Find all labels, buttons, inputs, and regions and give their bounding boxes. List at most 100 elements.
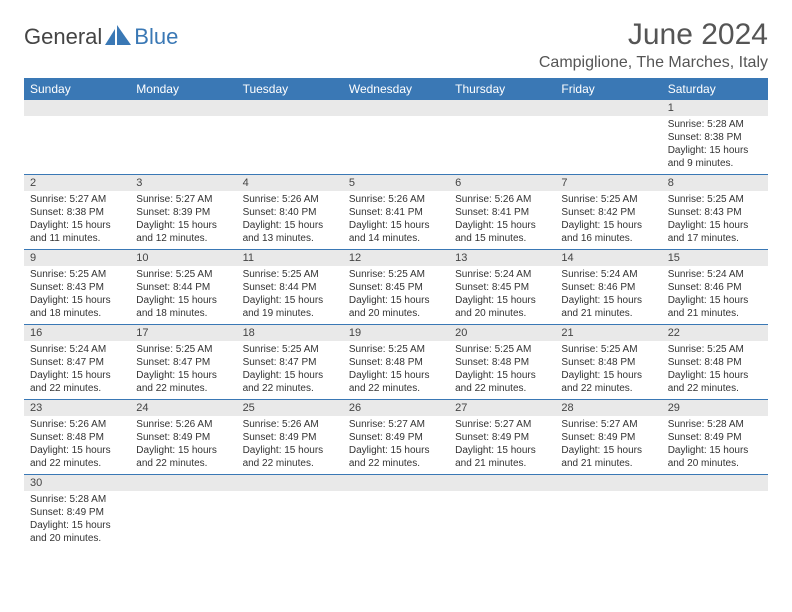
weekday-header-row: Sunday Monday Tuesday Wednesday Thursday… — [24, 78, 768, 100]
calendar-cell — [24, 100, 130, 175]
calendar-table: Sunday Monday Tuesday Wednesday Thursday… — [24, 78, 768, 549]
day-number — [24, 100, 130, 116]
calendar-cell: 30Sunrise: 5:28 AMSunset: 8:49 PMDayligh… — [24, 475, 130, 550]
calendar-cell: 7Sunrise: 5:25 AMSunset: 8:42 PMDaylight… — [555, 175, 661, 250]
day-number — [130, 100, 236, 116]
calendar-cell: 1Sunrise: 5:28 AMSunset: 8:38 PMDaylight… — [662, 100, 768, 175]
day-number: 18 — [237, 325, 343, 341]
calendar-cell — [237, 475, 343, 550]
calendar-cell — [555, 475, 661, 550]
location: Campiglione, The Marches, Italy — [539, 54, 768, 72]
day-number: 6 — [449, 175, 555, 191]
calendar-cell: 4Sunrise: 5:26 AMSunset: 8:40 PMDaylight… — [237, 175, 343, 250]
calendar-cell: 8Sunrise: 5:25 AMSunset: 8:43 PMDaylight… — [662, 175, 768, 250]
calendar-week-row: 2Sunrise: 5:27 AMSunset: 8:38 PMDaylight… — [24, 175, 768, 250]
title-block: June 2024 Campiglione, The Marches, Ital… — [539, 18, 768, 72]
day-number: 19 — [343, 325, 449, 341]
calendar-cell: 17Sunrise: 5:25 AMSunset: 8:47 PMDayligh… — [130, 325, 236, 400]
day-number: 12 — [343, 250, 449, 266]
calendar-week-row: 30Sunrise: 5:28 AMSunset: 8:49 PMDayligh… — [24, 475, 768, 550]
calendar-cell: 9Sunrise: 5:25 AMSunset: 8:43 PMDaylight… — [24, 250, 130, 325]
day-number — [130, 475, 236, 491]
day-details: Sunrise: 5:25 AMSunset: 8:43 PMDaylight:… — [662, 191, 768, 249]
day-details: Sunrise: 5:27 AMSunset: 8:49 PMDaylight:… — [449, 416, 555, 474]
logo-text-general: General — [24, 24, 102, 50]
day-number: 1 — [662, 100, 768, 116]
day-number — [662, 475, 768, 491]
calendar-cell: 24Sunrise: 5:26 AMSunset: 8:49 PMDayligh… — [130, 400, 236, 475]
month-title: June 2024 — [539, 18, 768, 52]
calendar-cell: 19Sunrise: 5:25 AMSunset: 8:48 PMDayligh… — [343, 325, 449, 400]
day-number: 10 — [130, 250, 236, 266]
day-details: Sunrise: 5:26 AMSunset: 8:48 PMDaylight:… — [24, 416, 130, 474]
day-number: 27 — [449, 400, 555, 416]
day-details: Sunrise: 5:25 AMSunset: 8:45 PMDaylight:… — [343, 266, 449, 324]
day-details: Sunrise: 5:28 AMSunset: 8:49 PMDaylight:… — [24, 491, 130, 549]
day-number: 21 — [555, 325, 661, 341]
day-number: 30 — [24, 475, 130, 491]
weekday-header: Friday — [555, 78, 661, 100]
day-number: 4 — [237, 175, 343, 191]
weekday-header: Thursday — [449, 78, 555, 100]
calendar-cell — [449, 475, 555, 550]
day-details: Sunrise: 5:25 AMSunset: 8:44 PMDaylight:… — [237, 266, 343, 324]
day-details: Sunrise: 5:27 AMSunset: 8:49 PMDaylight:… — [343, 416, 449, 474]
day-number — [343, 100, 449, 116]
day-number: 8 — [662, 175, 768, 191]
logo-sail-icon — [105, 25, 131, 45]
calendar-cell: 21Sunrise: 5:25 AMSunset: 8:48 PMDayligh… — [555, 325, 661, 400]
calendar-cell: 27Sunrise: 5:27 AMSunset: 8:49 PMDayligh… — [449, 400, 555, 475]
day-details: Sunrise: 5:25 AMSunset: 8:44 PMDaylight:… — [130, 266, 236, 324]
day-details: Sunrise: 5:25 AMSunset: 8:42 PMDaylight:… — [555, 191, 661, 249]
day-details: Sunrise: 5:27 AMSunset: 8:38 PMDaylight:… — [24, 191, 130, 249]
day-number: 16 — [24, 325, 130, 341]
day-number: 17 — [130, 325, 236, 341]
day-details: Sunrise: 5:25 AMSunset: 8:43 PMDaylight:… — [24, 266, 130, 324]
day-details: Sunrise: 5:28 AMSunset: 8:49 PMDaylight:… — [662, 416, 768, 474]
header: General Blue June 2024 Campiglione, The … — [24, 18, 768, 72]
calendar-cell: 28Sunrise: 5:27 AMSunset: 8:49 PMDayligh… — [555, 400, 661, 475]
calendar-cell — [237, 100, 343, 175]
calendar-cell — [555, 100, 661, 175]
calendar-week-row: 16Sunrise: 5:24 AMSunset: 8:47 PMDayligh… — [24, 325, 768, 400]
weekday-header: Wednesday — [343, 78, 449, 100]
calendar-week-row: 23Sunrise: 5:26 AMSunset: 8:48 PMDayligh… — [24, 400, 768, 475]
day-details: Sunrise: 5:25 AMSunset: 8:47 PMDaylight:… — [237, 341, 343, 399]
day-number: 26 — [343, 400, 449, 416]
calendar-cell: 22Sunrise: 5:25 AMSunset: 8:48 PMDayligh… — [662, 325, 768, 400]
calendar-cell: 14Sunrise: 5:24 AMSunset: 8:46 PMDayligh… — [555, 250, 661, 325]
day-number: 15 — [662, 250, 768, 266]
day-details: Sunrise: 5:25 AMSunset: 8:48 PMDaylight:… — [449, 341, 555, 399]
calendar-cell — [130, 100, 236, 175]
day-details: Sunrise: 5:25 AMSunset: 8:47 PMDaylight:… — [130, 341, 236, 399]
day-number: 5 — [343, 175, 449, 191]
calendar-cell: 13Sunrise: 5:24 AMSunset: 8:45 PMDayligh… — [449, 250, 555, 325]
day-number: 14 — [555, 250, 661, 266]
day-details: Sunrise: 5:24 AMSunset: 8:46 PMDaylight:… — [555, 266, 661, 324]
calendar-cell: 5Sunrise: 5:26 AMSunset: 8:41 PMDaylight… — [343, 175, 449, 250]
day-details: Sunrise: 5:24 AMSunset: 8:46 PMDaylight:… — [662, 266, 768, 324]
calendar-cell: 6Sunrise: 5:26 AMSunset: 8:41 PMDaylight… — [449, 175, 555, 250]
calendar-cell: 12Sunrise: 5:25 AMSunset: 8:45 PMDayligh… — [343, 250, 449, 325]
day-number — [555, 100, 661, 116]
day-details: Sunrise: 5:25 AMSunset: 8:48 PMDaylight:… — [555, 341, 661, 399]
calendar-cell — [130, 475, 236, 550]
day-number: 7 — [555, 175, 661, 191]
day-number: 29 — [662, 400, 768, 416]
day-number: 9 — [24, 250, 130, 266]
weekday-header: Tuesday — [237, 78, 343, 100]
day-details: Sunrise: 5:27 AMSunset: 8:39 PMDaylight:… — [130, 191, 236, 249]
day-details: Sunrise: 5:24 AMSunset: 8:47 PMDaylight:… — [24, 341, 130, 399]
day-number: 20 — [449, 325, 555, 341]
calendar-cell: 23Sunrise: 5:26 AMSunset: 8:48 PMDayligh… — [24, 400, 130, 475]
day-details: Sunrise: 5:28 AMSunset: 8:38 PMDaylight:… — [662, 116, 768, 174]
calendar-cell: 29Sunrise: 5:28 AMSunset: 8:49 PMDayligh… — [662, 400, 768, 475]
calendar-cell: 15Sunrise: 5:24 AMSunset: 8:46 PMDayligh… — [662, 250, 768, 325]
day-details: Sunrise: 5:26 AMSunset: 8:49 PMDaylight:… — [237, 416, 343, 474]
calendar-cell: 25Sunrise: 5:26 AMSunset: 8:49 PMDayligh… — [237, 400, 343, 475]
day-details: Sunrise: 5:24 AMSunset: 8:45 PMDaylight:… — [449, 266, 555, 324]
day-details: Sunrise: 5:25 AMSunset: 8:48 PMDaylight:… — [662, 341, 768, 399]
day-details: Sunrise: 5:26 AMSunset: 8:41 PMDaylight:… — [343, 191, 449, 249]
day-number — [237, 100, 343, 116]
day-number — [237, 475, 343, 491]
